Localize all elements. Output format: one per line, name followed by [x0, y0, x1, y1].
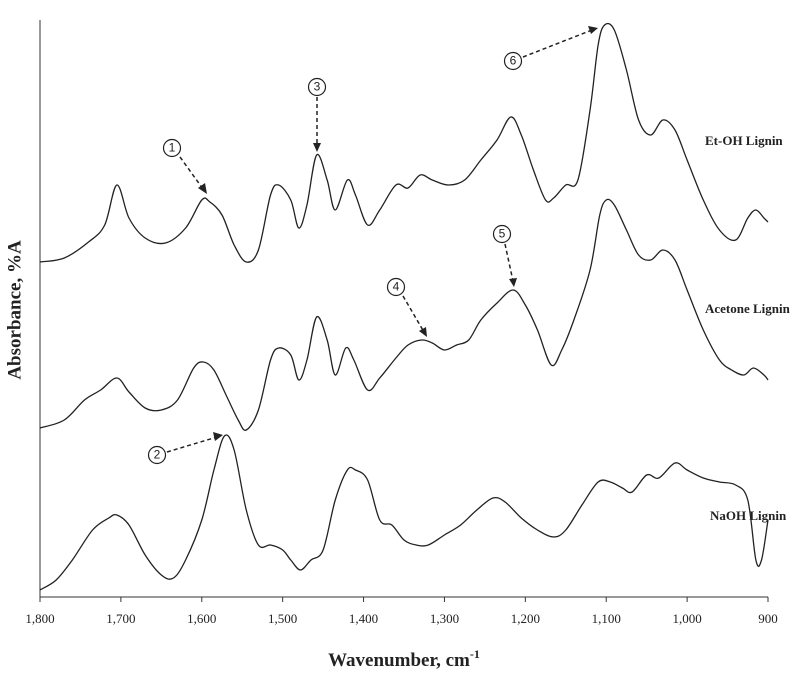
spectrum-line — [39, 22, 769, 263]
annotation: 3 — [314, 80, 321, 94]
arrow — [402, 295, 425, 333]
annotation-circle — [492, 224, 512, 244]
arrow-head — [198, 183, 207, 194]
annotation-circle — [386, 277, 406, 297]
annotations: 1 2 3 4 5 6 — [147, 26, 598, 465]
x-tick-label: 1,000 — [672, 611, 701, 626]
arrow-head — [588, 26, 598, 34]
arrow — [522, 29, 593, 58]
x-axis-label: Wavenumber, cm-1 — [328, 647, 480, 672]
x-tick-label: 1,400 — [349, 611, 378, 626]
arrow — [504, 243, 514, 282]
x-axis-label-sup: -1 — [470, 647, 480, 661]
y-axis-label: Absorbance, %A — [4, 240, 25, 380]
spectrum-line — [39, 434, 769, 591]
annotation: 2 — [154, 448, 161, 462]
series-label: Acetone Lignin — [705, 301, 791, 316]
x-tick-label: 1,500 — [268, 611, 297, 626]
arrow — [179, 156, 204, 190]
annotation: 1 — [169, 141, 176, 155]
spectrum-line — [39, 198, 769, 431]
arrow — [166, 436, 218, 453]
x-tick-label: 1,200 — [511, 611, 540, 626]
annotation: 5 — [499, 227, 506, 241]
annotation-circle — [147, 445, 167, 465]
annotation-circle — [503, 51, 523, 71]
arrow-head — [509, 278, 517, 287]
x-tick-label: 1,700 — [106, 611, 135, 626]
x-tick-label: 900 — [758, 611, 778, 626]
annotation: 4 — [393, 280, 400, 294]
arrow-head — [213, 432, 223, 441]
annotation-circle — [307, 77, 327, 97]
series-label: Et-OH Lignin — [705, 133, 783, 148]
series-label: NaOH Lignin — [710, 508, 787, 523]
annotation: 6 — [510, 54, 517, 68]
arrow-head — [313, 143, 321, 152]
annotation-circle — [162, 138, 182, 158]
x-tick-label: 1,300 — [430, 611, 459, 626]
x-axis-label-text: Wavenumber, cm — [328, 650, 470, 671]
x-tick-label: 1,800 — [25, 611, 54, 626]
x-tick-label: 1,600 — [187, 611, 216, 626]
x-tick-label: 1,100 — [592, 611, 621, 626]
arrow-head — [419, 327, 427, 337]
